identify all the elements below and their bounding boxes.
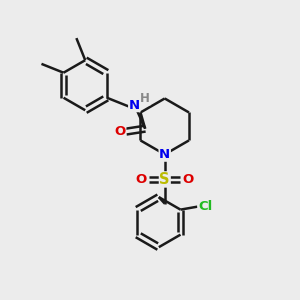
Text: N: N bbox=[129, 99, 140, 112]
Text: S: S bbox=[160, 172, 170, 187]
Text: Cl: Cl bbox=[198, 200, 212, 213]
Text: O: O bbox=[183, 173, 194, 186]
Text: O: O bbox=[136, 173, 147, 186]
Text: N: N bbox=[159, 148, 170, 161]
Text: O: O bbox=[115, 125, 126, 138]
Text: H: H bbox=[140, 92, 150, 105]
